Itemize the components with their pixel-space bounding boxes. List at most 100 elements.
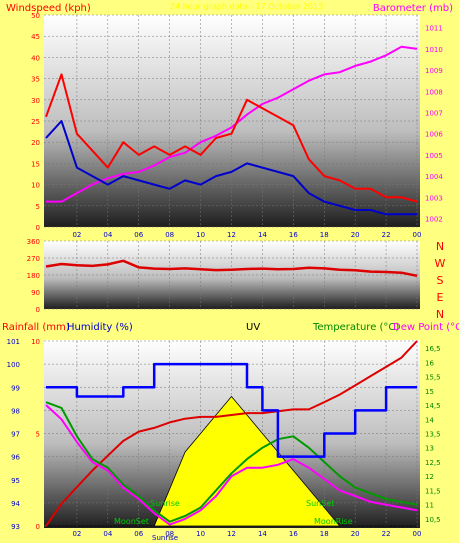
dewpoint-line (45, 401, 418, 523)
direction-tick-label: 90 (31, 289, 40, 297)
moonrise-label: MoonRise (314, 517, 353, 526)
x-tick-label: 14 (258, 530, 267, 538)
combined-panel-series (45, 340, 418, 527)
humidity-tick-label: 101 (7, 338, 20, 346)
barometer-tick-label: 1003 (425, 194, 443, 202)
humidity-tick-label: 100 (7, 361, 20, 369)
x-tick-label: 04 (103, 231, 112, 239)
barometer-tick-label: 1008 (425, 88, 443, 96)
direction-tick-label: 0 (36, 306, 40, 314)
moonset-label: MoonSet (114, 517, 149, 526)
x-tick-label: 06 (134, 231, 143, 239)
combined-panel-ticks: 0 5 10 93 94 95 96 97 98 99 100 101 10,5 11 11,5 12 12,5… (7, 338, 441, 538)
windspeed-tick-label: 5 (36, 203, 40, 211)
direction-tick-label: 270 (27, 255, 40, 263)
windspeed-tick-label: 20 (31, 139, 40, 147)
windspeed-tick-label: 30 (31, 97, 40, 105)
humidity-tick-label: 97 (11, 431, 20, 439)
temperature-tick-label: 16 (425, 359, 434, 367)
windspeed-tick-label: 50 (31, 12, 40, 20)
temperature-tick-label: 15,5 (425, 374, 441, 382)
x-tick-label: 22 (382, 231, 391, 239)
rainfall-tick-label: 5 (36, 431, 40, 439)
wind-panel-grid (44, 14, 420, 228)
barometer-tick-label: 1002 (425, 216, 443, 224)
temperature-tick-label: 13 (425, 445, 434, 453)
wind-panel-series (45, 45, 418, 216)
direction-tick-label: 360 (27, 238, 40, 246)
wind-panel-ticks: 0510152025303540455010021003100410051006… (31, 12, 443, 239)
x-tick-label: 06 (134, 530, 143, 538)
temperature-tick-label: 12 (425, 473, 434, 481)
temperature-title: Temperature (°C) (312, 322, 399, 333)
temperature-tick-label: 16,5 (425, 345, 441, 353)
humidity-line (46, 362, 417, 458)
barometer-tick-label: 1006 (425, 131, 443, 139)
x-tick-label: 14 (258, 231, 267, 239)
humidity-tick-label: 98 (11, 407, 20, 415)
wind-direction-line (45, 259, 418, 278)
x-tick-label: 12 (227, 231, 236, 239)
x-tick-label: 16 (289, 231, 298, 239)
direction-panel-ticks: 0 90 180 270 360 (27, 238, 40, 314)
temperature-tick-label: 13,5 (425, 431, 441, 439)
humidity-tick-label: 94 (11, 500, 20, 508)
windspeed-tick-label: 10 (31, 182, 40, 190)
x-tick-label: 18 (320, 231, 329, 239)
x-tick-label: 08 (165, 231, 174, 239)
compass-letter: E (437, 291, 444, 304)
wind-gust-line (45, 73, 418, 203)
humidity-tick-label: 99 (11, 384, 20, 392)
humidity-tick-label: 95 (11, 477, 20, 485)
temperature-tick-label: 10,5 (425, 516, 441, 524)
sunrise-label: Sunrise (150, 499, 180, 508)
x-tick-label: 22 (382, 530, 391, 538)
direction-panel-grid (44, 240, 420, 310)
sunrise-axis-label: Sunrise (152, 534, 178, 542)
windspeed-tick-label: 0 (36, 224, 40, 232)
direction-panel-series (45, 259, 418, 278)
x-tick-label: 10 (196, 231, 205, 239)
humidity-tick-label: 93 (11, 523, 20, 531)
windspeed-tick-label: 45 (31, 33, 40, 41)
barometer-tick-label: 1004 (425, 173, 443, 181)
barometer-tick-label: 1005 (425, 152, 443, 160)
dewpoint-title: Dew Point (°C) (393, 322, 459, 333)
direction-tick-label: 180 (27, 272, 40, 280)
temperature-tick-label: 14 (425, 416, 434, 424)
barometer-line (46, 45, 418, 203)
rainfall-line (45, 340, 418, 527)
x-tick-label: 12 (227, 530, 236, 538)
x-tick-label: 20 (351, 530, 360, 538)
x-tick-label: 16 (289, 530, 298, 538)
graph-date-title: 24 hour graph data - 17 October 2013 (170, 2, 323, 11)
compass-letter: N (436, 308, 444, 321)
temperature-tick-label: 11,5 (425, 487, 441, 495)
wind-average-line (45, 120, 417, 216)
barometer-tick-label: 1010 (425, 46, 443, 54)
rainfall-tick-label: 10 (31, 338, 40, 346)
rainfall-tick-label: 0 (36, 523, 40, 531)
windspeed-tick-label: 40 (31, 54, 40, 62)
temperature-tick-label: 12,5 (425, 459, 441, 467)
x-tick-label: 10 (196, 530, 205, 538)
x-tick-label: 20 (351, 231, 360, 239)
humidity-tick-label: 96 (11, 454, 20, 462)
compass-letter: N (436, 240, 444, 253)
windspeed-tick-label: 25 (31, 118, 40, 126)
temperature-line (45, 404, 418, 526)
temperature-tick-label: 11 (425, 502, 434, 510)
x-tick-label: 08 (165, 530, 174, 538)
humidity-title: Humidity (%) (67, 322, 133, 333)
x-tick-label: 04 (103, 530, 112, 538)
uv-area (46, 395, 417, 527)
windspeed-tick-label: 15 (31, 160, 40, 168)
sunset-label: SunSet (306, 499, 334, 508)
barometer-title: Barometer (mb) (373, 3, 453, 14)
rainfall-title: Rainfall (mm) (2, 322, 70, 333)
x-tick-label: 02 (72, 231, 81, 239)
x-tick-label: 00 (413, 530, 422, 538)
uv-title: UV (246, 322, 260, 333)
barometer-tick-label: 1011 (425, 25, 443, 33)
